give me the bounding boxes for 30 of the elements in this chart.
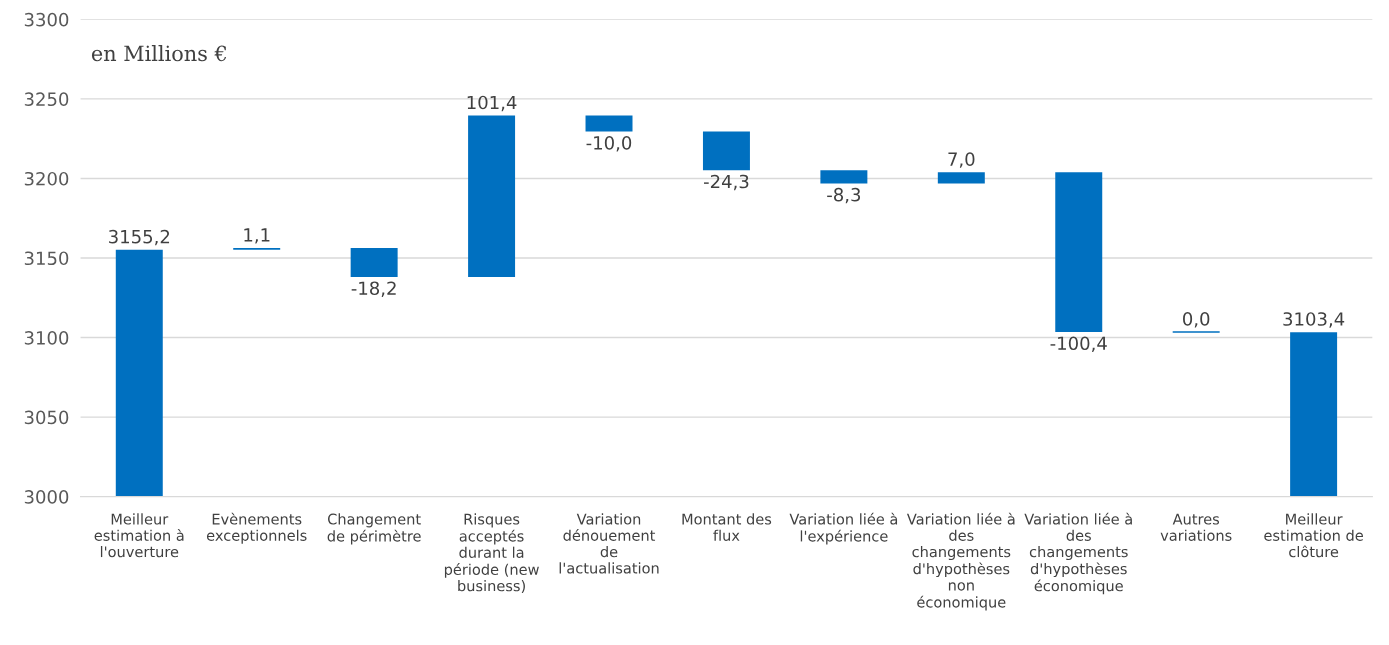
data-label: -8,3 — [827, 187, 861, 204]
data-label: 7,0 — [948, 152, 975, 168]
x-tick-label: Changement de périmètre — [327, 513, 421, 545]
x-tick-label: Meilleur estimation à l'ouverture — [94, 513, 184, 558]
x-tick-label: Variation liée à l'expérience — [789, 512, 898, 545]
x-tick-label: Variation dénouement de l'actualisation — [559, 513, 659, 574]
data-label: -100,4 — [1050, 336, 1107, 352]
x-tick-label: Evènements exceptionnels — [206, 512, 307, 544]
y-tick-label: 3200 — [24, 171, 69, 186]
x-tick-label: Variation liée à des changements d'hypothèses économique — [1024, 512, 1132, 595]
data-label: 0,0 — [1183, 312, 1210, 328]
y-tick-label: 3050 — [24, 410, 69, 425]
data-label: 101,4 — [467, 95, 517, 112]
data-label: -24,3 — [703, 174, 749, 191]
x-tick-label: Risques acceptés durant la période (new business) — [444, 513, 539, 594]
annotation: en Millions € — [91, 45, 227, 62]
data-label: 1,1 — [244, 228, 270, 244]
data-label: -10,0 — [586, 136, 632, 152]
y-tick-label: 3100 — [24, 331, 69, 345]
x-tick-label: Montant des flux — [682, 513, 772, 541]
x-tick-label: Autres variations — [1160, 513, 1232, 541]
y-tick-label: 3000 — [24, 490, 69, 504]
data-label: 3155,2 — [109, 229, 170, 246]
data-label: -18,2 — [351, 281, 396, 297]
y-tick-label: 3250 — [24, 92, 69, 107]
data-label: 3103,4 — [1283, 312, 1345, 328]
y-tick-label: 3300 — [24, 12, 69, 27]
x-tick-label: Variation liée à des changements d'hypothèses non économique — [906, 512, 1015, 611]
x-tick-label: Meilleur estimation de clôture — [1264, 513, 1363, 558]
y-tick-label: 3150 — [24, 251, 69, 266]
